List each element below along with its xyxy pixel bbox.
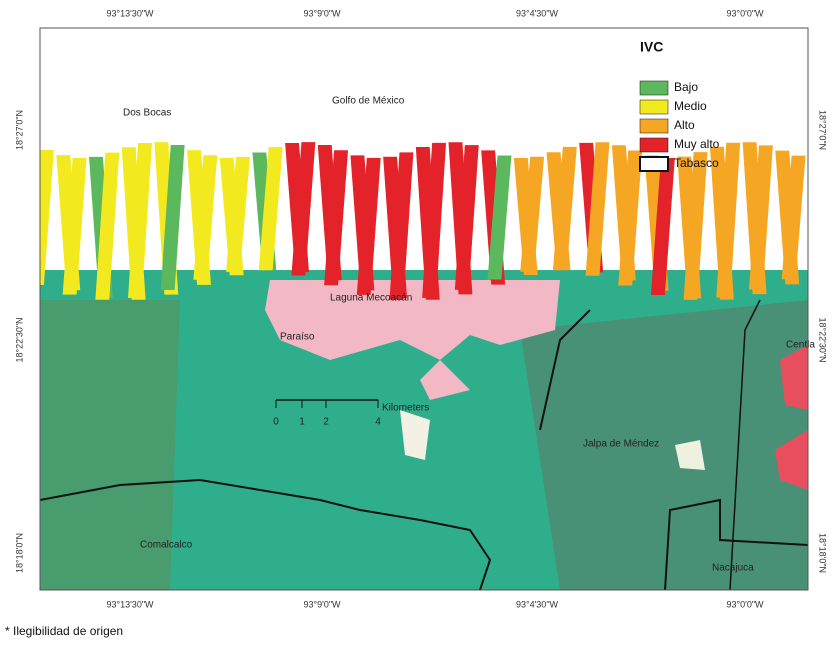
coord-label: 18°27'0"N bbox=[14, 110, 24, 150]
coord-label: 93°9'0"W bbox=[303, 8, 341, 18]
sand bbox=[675, 440, 705, 470]
coord-label: 93°9'0"W bbox=[303, 599, 341, 609]
legend-label: Bajo bbox=[674, 80, 698, 94]
scale-label: 0 bbox=[273, 417, 279, 428]
risk-stripe bbox=[781, 155, 806, 280]
coord-label: 18°22'30"N bbox=[14, 317, 24, 362]
coord-label: 93°0'0"W bbox=[726, 8, 764, 18]
coord-label: 93°13'30"W bbox=[106, 599, 154, 609]
risk-stripe bbox=[226, 156, 250, 272]
legend-label: Tabasco bbox=[674, 156, 719, 170]
boundary-line bbox=[664, 498, 808, 590]
risk-stripe bbox=[160, 144, 185, 291]
scale-unit: Kilometers bbox=[382, 403, 429, 414]
boundary-line bbox=[40, 478, 492, 590]
place-label: Paraíso bbox=[280, 332, 315, 343]
risk-stripe bbox=[716, 142, 741, 298]
scale-label: 4 bbox=[375, 417, 381, 428]
risk-stripe bbox=[650, 157, 675, 296]
boundary-line bbox=[729, 299, 761, 590]
wetland bbox=[775, 430, 808, 490]
risk-stripe bbox=[422, 142, 447, 298]
risk-stripe bbox=[748, 145, 773, 290]
legend-swatch bbox=[639, 99, 669, 115]
place-label: Jalpa de Méndez bbox=[583, 439, 659, 450]
risk-stripe bbox=[683, 152, 708, 300]
legend-label: Alto bbox=[674, 118, 695, 132]
land-east bbox=[520, 300, 808, 590]
risk-stripe bbox=[258, 147, 283, 271]
legend-label: Muy alto bbox=[674, 137, 720, 151]
risk-stripe bbox=[585, 142, 610, 276]
boundary-line bbox=[539, 309, 591, 431]
wetland bbox=[780, 345, 808, 410]
legend-title: IVC bbox=[640, 39, 663, 55]
risk-stripe bbox=[95, 152, 120, 300]
footnote: * Ilegibilidad de origen bbox=[5, 624, 123, 638]
legend-swatch bbox=[639, 137, 669, 153]
coord-label: 93°4'30"W bbox=[516, 8, 559, 18]
place-label: Dos Bocas bbox=[123, 108, 171, 119]
risk-stripe bbox=[356, 157, 381, 295]
place-label: Centla bbox=[786, 340, 815, 351]
lagoon bbox=[265, 280, 560, 360]
legend: Bajo Medio Alto Muy alto Tabasco bbox=[639, 80, 720, 172]
map-body: Bajo Medio Alto Muy alto Tabasco bbox=[40, 28, 808, 590]
risk-stripe bbox=[324, 150, 349, 286]
risk-stripe bbox=[291, 142, 316, 276]
scale-label: 2 bbox=[323, 417, 329, 428]
coord-label: 18°22'30"N bbox=[818, 317, 828, 362]
place-label: Laguna Mecoacán bbox=[330, 293, 412, 304]
risk-stripe bbox=[128, 143, 152, 298]
coord-label: 18°18'0"N bbox=[818, 533, 828, 573]
risk-stripe bbox=[552, 146, 577, 271]
legend-label: Medio bbox=[674, 99, 707, 113]
stripe-layer bbox=[40, 142, 806, 300]
coord-label: 18°27'0"N bbox=[818, 110, 828, 150]
risk-stripe bbox=[389, 152, 414, 300]
legend-swatch bbox=[639, 118, 669, 134]
risk-stripe bbox=[487, 155, 512, 280]
legend-swatch bbox=[639, 80, 669, 96]
scale-label: 1 bbox=[299, 417, 305, 428]
place-label: Comalcalco bbox=[140, 540, 193, 551]
coord-label: 93°0'0"W bbox=[726, 599, 764, 609]
sand bbox=[400, 410, 430, 460]
risk-stripe bbox=[618, 150, 643, 286]
place-label: Nacajuca bbox=[712, 563, 754, 574]
map-frame bbox=[39, 27, 809, 591]
risk-stripe bbox=[193, 155, 218, 280]
coord-label: 93°4'30"W bbox=[516, 599, 559, 609]
lagoon-arm bbox=[420, 360, 470, 400]
place-label: Golfo de México bbox=[332, 96, 405, 107]
coord-label: 93°13'30"W bbox=[106, 8, 154, 18]
risk-stripe bbox=[40, 150, 54, 285]
risk-stripe bbox=[454, 145, 479, 290]
coord-label: 18°18'0"N bbox=[14, 533, 24, 573]
legend-swatch bbox=[639, 156, 669, 172]
land-west bbox=[40, 300, 180, 590]
risk-stripe bbox=[62, 157, 87, 295]
risk-stripe bbox=[520, 156, 545, 272]
